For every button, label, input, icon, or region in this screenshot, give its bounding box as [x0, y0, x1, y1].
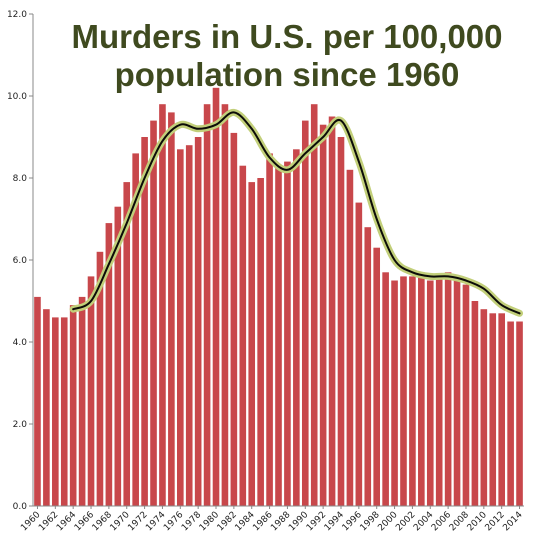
- bar-1964: [69, 305, 77, 506]
- bar-2014: [516, 321, 523, 506]
- bar-1974: [159, 104, 166, 506]
- bar-1963: [60, 317, 68, 506]
- x-tick-label: 1986: [251, 510, 274, 533]
- x-tick-label: 2004: [412, 510, 435, 533]
- x-tick-label: 2002: [394, 510, 417, 533]
- bar-1992: [319, 124, 327, 506]
- x-tick-label: 2012: [484, 510, 507, 533]
- y-tick-label: 4.0: [13, 338, 28, 348]
- y-axis-ticks: 0.0 2.0 4.0 6.0 8.0 10.0 12.0: [7, 10, 33, 512]
- x-tick-label: 1992: [305, 510, 328, 533]
- bar-1978: [194, 137, 202, 506]
- bar-1989: [293, 149, 300, 507]
- bar-1977: [185, 145, 193, 506]
- bar-1993: [328, 116, 336, 506]
- bar-1984: [248, 182, 256, 506]
- bar-1962: [52, 317, 59, 506]
- bar-1961: [43, 309, 50, 506]
- chart-title-line-1: Murders in U.S. per 100,000: [71, 18, 503, 55]
- bar-2009: [471, 301, 479, 506]
- x-tick-label: 1988: [269, 510, 292, 533]
- bar-1965: [78, 296, 86, 506]
- bar-2010: [480, 309, 488, 506]
- bar-2013: [507, 321, 514, 506]
- x-tick-label: 1968: [91, 510, 114, 533]
- y-tick-label: 2.0: [13, 420, 28, 430]
- y-tick-label: 8.0: [13, 174, 28, 184]
- y-tick-label: 6.0: [13, 256, 28, 266]
- bar-1970: [123, 182, 131, 506]
- bar-1976: [177, 149, 184, 507]
- x-tick-label: 1978: [180, 510, 203, 533]
- bar-1980: [212, 87, 220, 507]
- x-tick-label: 2000: [376, 510, 399, 533]
- bar-1981: [221, 104, 229, 506]
- bar-2005: [435, 276, 443, 506]
- bar-1983: [239, 165, 247, 506]
- bar-2004: [426, 280, 434, 506]
- bar-1987: [275, 165, 282, 506]
- bar-1972: [141, 137, 148, 506]
- x-tick-label: 1996: [341, 510, 364, 533]
- chart-title-line-2: population since 1960: [114, 56, 460, 93]
- x-tick-label: 2010: [466, 510, 489, 533]
- bar-1979: [203, 104, 211, 506]
- x-tick-label: 2014: [501, 510, 524, 533]
- bar-1982: [230, 132, 238, 506]
- bar-1971: [132, 153, 139, 506]
- bar-1973: [150, 120, 157, 506]
- x-tick-label: 1994: [323, 510, 346, 533]
- x-tick-label: 1964: [55, 510, 78, 533]
- x-tick-label: 1970: [109, 510, 132, 533]
- bar-1988: [284, 161, 291, 506]
- bar-1975: [168, 112, 175, 507]
- x-tick-label: 1990: [287, 510, 310, 533]
- bar-1996: [355, 202, 363, 506]
- x-tick-label: 1966: [73, 510, 96, 533]
- bar-2001: [400, 276, 407, 506]
- bar-1994: [337, 137, 345, 506]
- bar-2000: [391, 280, 398, 506]
- x-tick-label: 1974: [144, 510, 167, 533]
- bar-2002: [409, 276, 416, 506]
- bar-1967: [96, 251, 104, 506]
- x-tick-label: 1980: [198, 510, 221, 533]
- y-tick-label: 0.0: [13, 502, 28, 512]
- bar-1997: [364, 227, 372, 506]
- bar-1998: [373, 247, 381, 506]
- x-tick-label: 1962: [37, 510, 60, 533]
- bar-1985: [257, 178, 264, 506]
- bar-2011: [489, 313, 497, 506]
- bar-2008: [462, 284, 470, 506]
- bar-1966: [87, 276, 95, 506]
- bar-1968: [105, 223, 113, 506]
- x-tick-label: 1984: [234, 510, 257, 533]
- bar-1990: [301, 120, 309, 506]
- y-tick-label: 10.0: [7, 92, 27, 102]
- x-tick-label: 1960: [19, 510, 42, 533]
- trend-group: [69, 108, 524, 317]
- bar-1999: [382, 272, 389, 506]
- bar-2007: [453, 276, 461, 506]
- bar-1969: [114, 206, 122, 506]
- bar-1986: [266, 153, 273, 506]
- bar-1995: [346, 169, 354, 507]
- trend-line: [72, 111, 521, 315]
- bar-1960: [34, 296, 41, 506]
- x-tick-label: 1972: [126, 510, 149, 533]
- bar-1991: [310, 104, 318, 506]
- bars-group: [34, 87, 523, 507]
- x-axis-ticks: 1960196219641966196819701972197419761978…: [19, 506, 525, 533]
- y-tick-label: 12.0: [7, 10, 27, 20]
- bar-2003: [418, 272, 425, 506]
- bar-2006: [444, 272, 452, 506]
- x-tick-label: 1998: [359, 510, 382, 533]
- x-tick-label: 1976: [162, 510, 185, 533]
- x-tick-label: 2006: [430, 510, 453, 533]
- x-tick-label: 1982: [216, 510, 239, 533]
- x-tick-label: 2008: [448, 510, 471, 533]
- bar-2012: [498, 313, 505, 506]
